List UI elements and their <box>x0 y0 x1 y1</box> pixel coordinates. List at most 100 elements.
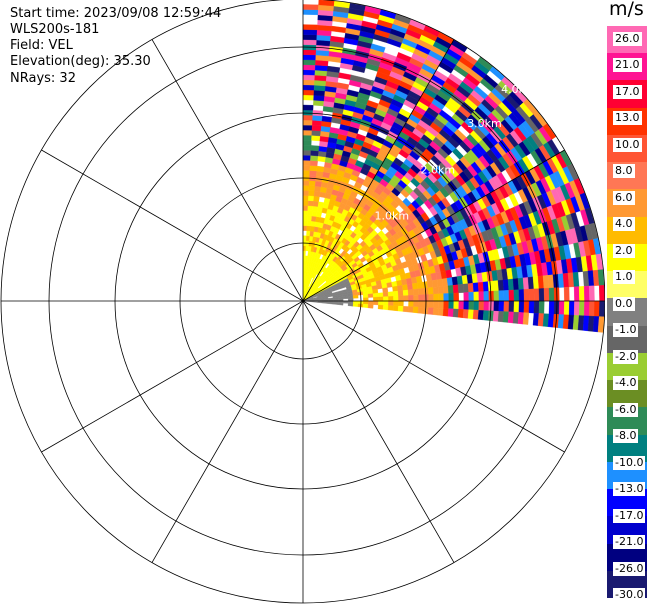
range-gate-1696 <box>363 300 369 305</box>
range-gate-1671 <box>513 289 520 302</box>
range-gate-1678 <box>548 287 555 302</box>
range-gate-80 <box>309 165 318 172</box>
range-gate-1675 <box>533 288 540 302</box>
range-gate-1709 <box>433 300 439 309</box>
range-gate-1755 <box>377 304 384 310</box>
ring-label-1: 1.0km <box>375 209 410 222</box>
range-gate-1708 <box>428 300 434 308</box>
range-gate-21 <box>302 185 310 191</box>
range-gate-1784 <box>522 312 530 325</box>
instrument-label: WLS200s-181 <box>10 22 100 37</box>
range-gate-81 <box>309 160 318 167</box>
range-gate-42 <box>302 74 315 81</box>
range-gate-1603 <box>442 285 449 294</box>
range-gate-1772 <box>462 309 469 319</box>
range-gate-1591 <box>382 291 389 297</box>
colorbar-tick-11: -1.0 <box>613 323 639 338</box>
range-gate-184 <box>316 211 322 218</box>
range-gate-1478 <box>376 284 383 290</box>
range-gate-1596 <box>407 289 414 296</box>
range-gate-1734 <box>563 300 570 316</box>
range-gate-75 <box>308 190 315 197</box>
range-gate-1613 <box>492 280 499 292</box>
range-gate-92 <box>313 95 325 102</box>
range-gate-1662 <box>468 291 475 302</box>
field-label: Field: VEL <box>10 38 73 53</box>
range-gate-1647 <box>388 296 394 302</box>
range-gate-1668 <box>498 290 505 302</box>
range-gate-1658 <box>443 293 449 302</box>
range-gate-1710 <box>438 300 444 309</box>
range-gate-1604 <box>447 285 454 294</box>
range-gate-1725 <box>513 300 520 313</box>
range-gate-31 <box>302 134 312 141</box>
range-gate-1539 <box>412 282 419 290</box>
range-gate-50 <box>302 34 318 41</box>
range-gate-1533 <box>372 289 379 294</box>
range-gate-1674 <box>528 288 535 302</box>
range-gate-1741 <box>599 300 605 317</box>
range-gate-1683 <box>583 285 590 302</box>
range-gate-39 <box>302 89 315 96</box>
range-gate-1598 <box>417 288 424 296</box>
range-gate-132 <box>313 195 320 202</box>
range-gate-1699 <box>378 300 384 306</box>
colorbar: 26.0 21.0 17.0 13.0 10.0 8.0 6.0 4.0 2.0 1.0 0.0 -1… <box>607 26 647 602</box>
range-gate-1534 <box>382 287 389 293</box>
range-gate-54 <box>302 4 319 11</box>
range-gate-15 <box>302 215 308 221</box>
range-gate-1593 <box>392 290 399 297</box>
colorbar-tick-21: -30.0 <box>613 588 646 602</box>
range-gate-1586 <box>352 295 359 299</box>
range-gate-1723 <box>503 300 510 312</box>
range-gate-1585 <box>347 295 354 299</box>
range-gate-1739 <box>588 300 595 317</box>
range-gate-781 <box>489 66 506 81</box>
range-gate-1653 <box>418 294 424 302</box>
range-gate-1715 <box>463 300 470 310</box>
range-gate-1480 <box>386 282 393 288</box>
range-gate-91 <box>313 100 325 107</box>
range-gate-1651 <box>408 295 414 302</box>
range-gate-43 <box>302 69 316 76</box>
range-gate-37 <box>302 104 314 111</box>
range-gate-1697 <box>368 300 374 305</box>
start-time-label: Start time: 2023/09/08 12:59:44 <box>10 6 222 21</box>
range-gate-1769 <box>447 308 454 317</box>
range-gate-1669 <box>503 290 510 302</box>
range-gate-26 <box>302 160 311 166</box>
range-gate-1738 <box>583 300 590 317</box>
range-gate-1608 <box>467 282 474 293</box>
range-gate-1684 <box>588 285 595 302</box>
range-gate-86 <box>311 130 322 137</box>
colorbar-tick-0: 26.0 <box>613 32 642 46</box>
range-gate-328 <box>370 43 386 53</box>
range-gate-130 <box>312 205 319 212</box>
range-gate-69 <box>306 220 312 227</box>
range-gate-1716 <box>468 300 475 311</box>
range-gate-1724 <box>508 300 515 313</box>
range-gate-1661 <box>463 292 470 302</box>
range-gate-83 <box>310 150 319 157</box>
nrays-label: NRays: 32 <box>10 71 76 86</box>
range-gate-1737 <box>578 300 585 316</box>
range-gate-1779 <box>497 311 504 323</box>
range-gate-1222 <box>508 193 520 208</box>
range-gate-1740 <box>593 300 600 317</box>
range-gate-1532 <box>367 289 374 295</box>
range-gate-162 <box>331 25 347 34</box>
range-gate-1681 <box>573 286 580 302</box>
range-gate-1685 <box>599 285 605 302</box>
range-gate-134 <box>314 185 322 192</box>
range-gate-1762 <box>412 306 419 314</box>
range-gate-1771 <box>457 308 464 318</box>
range-gate-1753 <box>362 303 369 308</box>
range-gate-1667 <box>493 290 500 302</box>
range-gate-1486 <box>415 275 423 284</box>
range-gate-1643 <box>363 297 369 302</box>
range-gate-1657 <box>438 293 444 302</box>
range-gate-1773 <box>467 309 474 320</box>
range-gate-1758 <box>392 305 399 312</box>
range-gate-1540 <box>417 281 424 290</box>
range-gate-1644 <box>373 296 379 302</box>
